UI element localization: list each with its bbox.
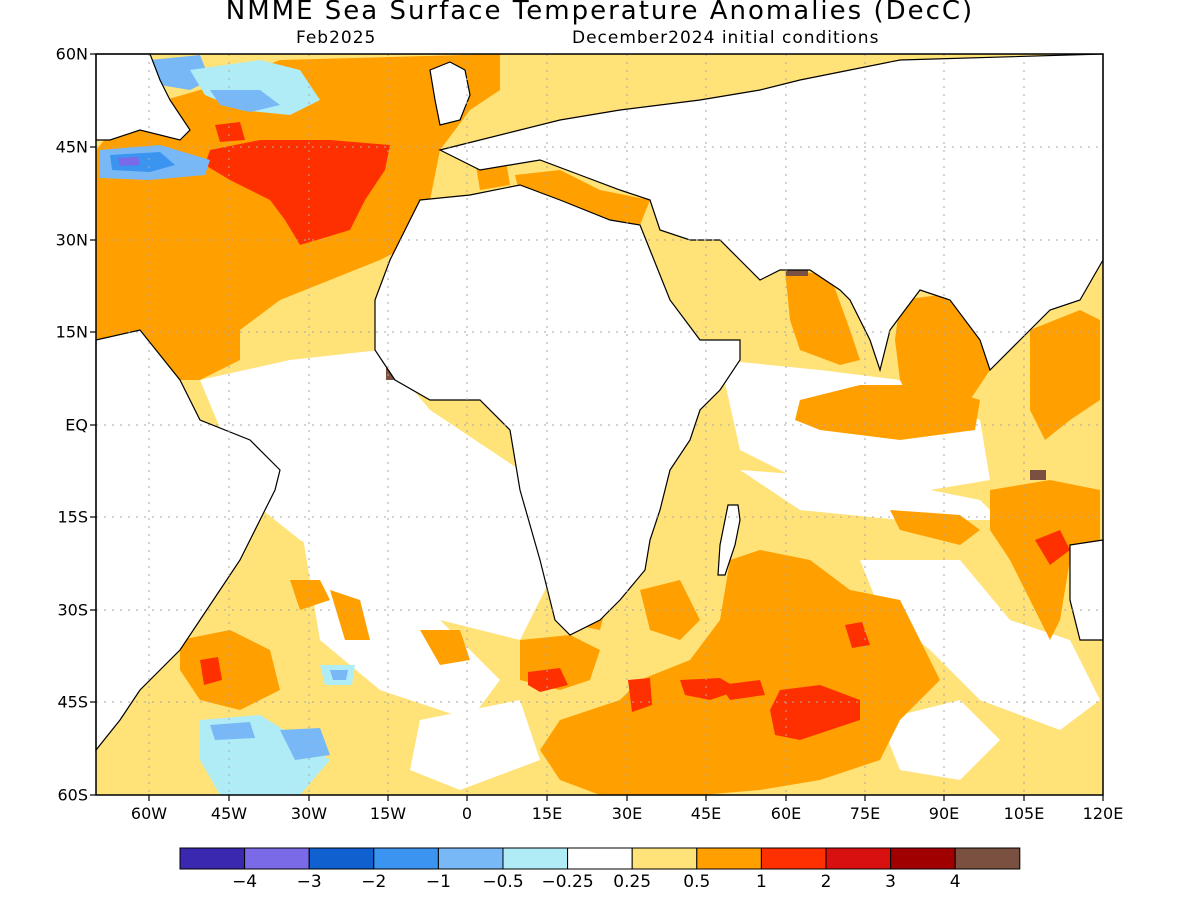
lon-label-30e: 30E [611, 804, 643, 823]
colorbar-tick-label: 1 [755, 872, 767, 892]
colorbar-swatch [437, 847, 504, 870]
lat-label-45s: 45S [57, 692, 88, 712]
colorbar-tick-label: 0.25 [613, 872, 652, 892]
colorbar-tick-label: 2 [820, 872, 832, 892]
colorbar-swatch [179, 847, 246, 870]
graticule [96, 54, 1103, 795]
lat-label-15s: 15S [57, 507, 88, 527]
lat-label-30n: 30N [55, 230, 88, 250]
lat-label-60s: 60S [57, 785, 88, 805]
valid-month: Feb2025 [296, 28, 377, 48]
lon-label-0: 0 [461, 804, 473, 823]
lat-label-eq: EQ [65, 415, 88, 435]
colorbar-tick-label: 3 [885, 872, 897, 892]
colorbar-tick-label: 0.5 [683, 872, 711, 892]
colorbar-swatch [696, 847, 762, 870]
colorbar-swatch [825, 847, 892, 870]
lat-label-30s: 30S [57, 600, 88, 620]
lon-label-60w: 60W [130, 804, 168, 823]
colorbar-tick-label: −3 [296, 872, 322, 892]
lon-label-60e: 60E [770, 804, 802, 823]
map-title: NMME Sea Surface Temperature Anomalies (… [225, 0, 975, 26]
axis-ticks [90, 53, 1104, 801]
lat-label-15n: 15N [55, 322, 88, 342]
colorbar-swatch [373, 847, 439, 870]
lon-label-30w: 30W [290, 804, 328, 823]
colorbar-swatch [760, 847, 827, 870]
colorbar-swatch [308, 847, 375, 870]
colorbar-swatch [567, 847, 633, 870]
init-conditions: December2024 initial conditions [572, 28, 880, 48]
lon-label-105e: 105E [1003, 804, 1045, 823]
colorbar-tick-label: −0.25 [541, 872, 594, 892]
colorbar-tick-label: 4 [949, 872, 961, 892]
colorbar [179, 847, 1021, 870]
land [95, 53, 1104, 752]
colorbar-swatch [244, 847, 310, 870]
lon-label-75e: 75E [849, 804, 881, 823]
colorbar-swatch [954, 847, 1021, 870]
lon-label-15w: 15W [369, 804, 407, 823]
lon-label-45w: 45W [210, 804, 248, 823]
lat-label-60n: 60N [55, 44, 88, 64]
colorbar-tick-label: −2 [361, 872, 387, 892]
colorbar-tick-label: −0.5 [482, 872, 524, 892]
colorbar-tick-label: −4 [232, 872, 258, 892]
lat-label-45n: 45N [55, 137, 88, 157]
lon-label-90e: 90E [928, 804, 960, 823]
colorbar-swatch [890, 847, 956, 870]
colorbar-swatch [502, 847, 569, 870]
colorbar-tick-label: −1 [425, 872, 451, 892]
lon-label-45e: 45E [690, 804, 722, 823]
lon-label-15e: 15E [531, 804, 563, 823]
colorbar-swatch [631, 847, 698, 870]
lon-label-120e: 120E [1082, 804, 1124, 823]
